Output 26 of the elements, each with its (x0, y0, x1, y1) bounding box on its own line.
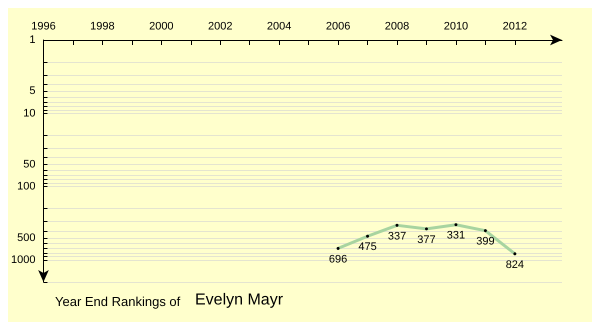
x-tick-label: 1996 (31, 20, 56, 32)
y-tick-label: 100 (17, 180, 36, 193)
x-tick-label: 2002 (208, 20, 232, 32)
x-tick-label: 2004 (266, 20, 292, 32)
y-tick-label: 50 (23, 158, 36, 171)
x-tick-label: 1998 (90, 20, 115, 32)
data-label: 331 (446, 230, 466, 242)
y-tick-label: 1000 (10, 254, 36, 266)
data-label: 399 (476, 236, 495, 248)
data-label: 377 (417, 234, 436, 246)
data-label: 475 (358, 241, 377, 254)
data-label: 696 (328, 253, 348, 266)
x-tick-label: 2006 (326, 20, 350, 32)
x-tick-label: 2008 (384, 20, 410, 32)
x-tick-label: 2000 (149, 20, 174, 32)
line-series (336, 223, 516, 256)
y-tick-label: 500 (17, 232, 36, 244)
x-tick-label: 2012 (502, 20, 528, 32)
y-tick-label: 5 (29, 85, 36, 98)
y-tick-label: 10 (23, 107, 36, 120)
data-label: 337 (388, 230, 406, 242)
text: Evelyn Mayr (195, 292, 284, 308)
x-tick-label: 2010 (444, 20, 468, 32)
y-tick-label: 1 (29, 34, 36, 46)
data-label: 824 (506, 258, 524, 271)
text: Year End Rankings of (55, 294, 181, 309)
